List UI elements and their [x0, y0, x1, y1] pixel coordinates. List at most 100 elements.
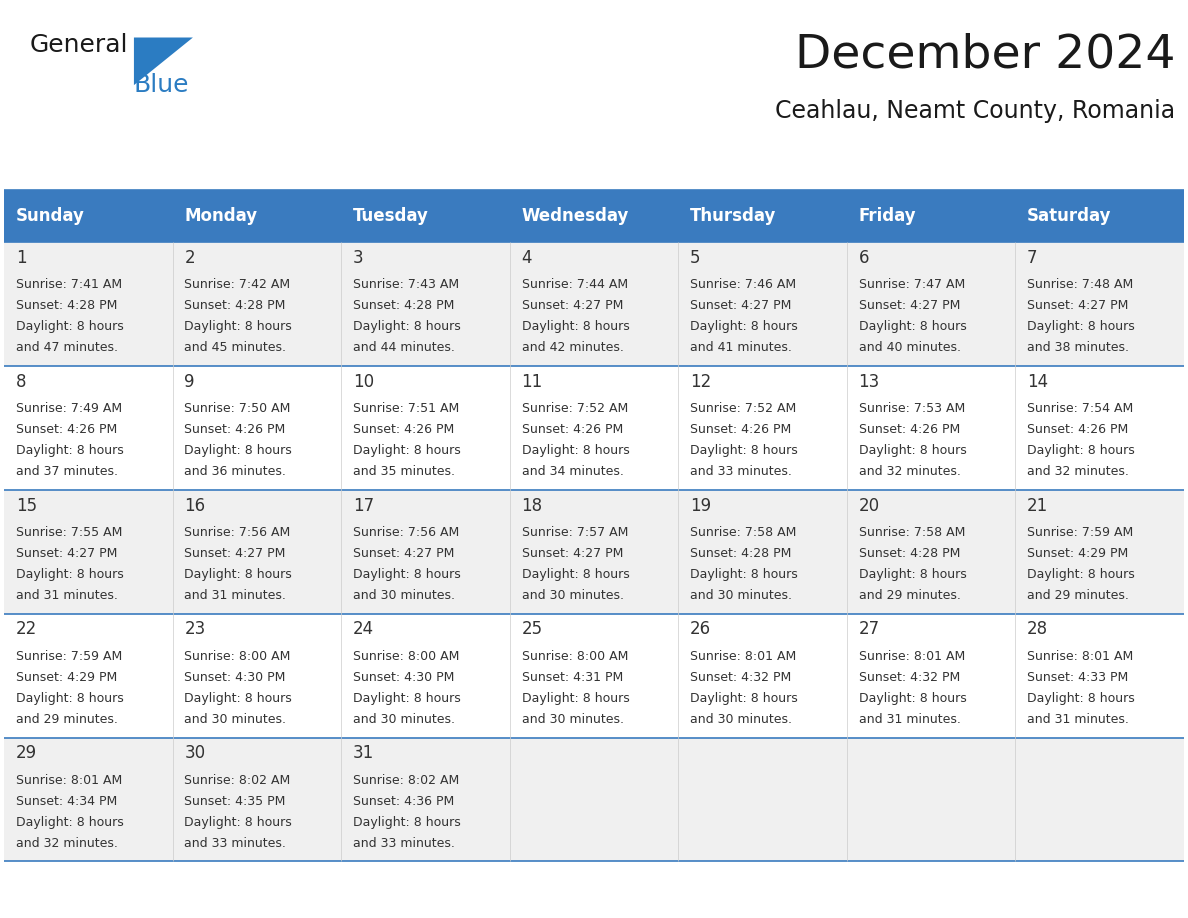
Text: Daylight: 8 hours: Daylight: 8 hours — [184, 816, 292, 829]
Text: Daylight: 8 hours: Daylight: 8 hours — [1028, 692, 1135, 705]
Text: 17: 17 — [353, 497, 374, 515]
Text: Sunset: 4:35 PM: Sunset: 4:35 PM — [184, 795, 286, 808]
Bar — [5, 242, 1183, 366]
Text: 7: 7 — [1028, 249, 1037, 267]
Text: 24: 24 — [353, 621, 374, 638]
Text: 28: 28 — [1028, 621, 1048, 638]
Bar — [5, 614, 1183, 738]
Text: Sunrise: 7:44 AM: Sunrise: 7:44 AM — [522, 278, 627, 292]
Text: 25: 25 — [522, 621, 543, 638]
Text: and 31 minutes.: and 31 minutes. — [184, 589, 286, 602]
Text: 2: 2 — [184, 249, 195, 267]
Text: and 35 minutes.: and 35 minutes. — [353, 465, 455, 478]
Text: Sunset: 4:34 PM: Sunset: 4:34 PM — [15, 795, 118, 808]
Text: Sunrise: 7:42 AM: Sunrise: 7:42 AM — [184, 278, 291, 292]
Text: Sunset: 4:28 PM: Sunset: 4:28 PM — [353, 299, 454, 312]
Text: Ceahlau, Neamt County, Romania: Ceahlau, Neamt County, Romania — [776, 99, 1175, 123]
Text: Daylight: 8 hours: Daylight: 8 hours — [353, 692, 461, 705]
Text: Sunday: Sunday — [15, 207, 84, 225]
Text: Sunrise: 7:53 AM: Sunrise: 7:53 AM — [859, 402, 965, 415]
Text: Daylight: 8 hours: Daylight: 8 hours — [859, 692, 966, 705]
Text: Sunset: 4:27 PM: Sunset: 4:27 PM — [522, 547, 623, 560]
Text: Daylight: 8 hours: Daylight: 8 hours — [353, 320, 461, 333]
Text: and 31 minutes.: and 31 minutes. — [1028, 713, 1129, 726]
Text: Sunset: 4:26 PM: Sunset: 4:26 PM — [859, 423, 960, 436]
Text: 31: 31 — [353, 744, 374, 762]
Text: Daylight: 8 hours: Daylight: 8 hours — [1028, 320, 1135, 333]
Polygon shape — [134, 38, 192, 85]
Text: 4: 4 — [522, 249, 532, 267]
Text: and 30 minutes.: and 30 minutes. — [690, 589, 792, 602]
Text: 5: 5 — [690, 249, 701, 267]
Text: 10: 10 — [353, 373, 374, 391]
Text: Daylight: 8 hours: Daylight: 8 hours — [353, 568, 461, 581]
Text: and 47 minutes.: and 47 minutes. — [15, 341, 118, 354]
Text: Sunset: 4:26 PM: Sunset: 4:26 PM — [184, 423, 286, 436]
Text: Sunrise: 7:48 AM: Sunrise: 7:48 AM — [1028, 278, 1133, 292]
Text: and 38 minutes.: and 38 minutes. — [1028, 341, 1129, 354]
Text: 19: 19 — [690, 497, 712, 515]
Text: 13: 13 — [859, 373, 880, 391]
Text: Sunrise: 8:00 AM: Sunrise: 8:00 AM — [184, 650, 291, 663]
Text: Sunset: 4:28 PM: Sunset: 4:28 PM — [184, 299, 286, 312]
Text: Sunset: 4:32 PM: Sunset: 4:32 PM — [690, 671, 791, 684]
Text: Sunset: 4:30 PM: Sunset: 4:30 PM — [353, 671, 454, 684]
Text: Sunrise: 8:00 AM: Sunrise: 8:00 AM — [522, 650, 628, 663]
Text: Daylight: 8 hours: Daylight: 8 hours — [184, 568, 292, 581]
Text: and 30 minutes.: and 30 minutes. — [522, 713, 624, 726]
Text: Sunset: 4:28 PM: Sunset: 4:28 PM — [690, 547, 791, 560]
Text: Sunset: 4:29 PM: Sunset: 4:29 PM — [1028, 547, 1129, 560]
Text: Daylight: 8 hours: Daylight: 8 hours — [690, 444, 798, 457]
Text: Sunrise: 7:51 AM: Sunrise: 7:51 AM — [353, 402, 460, 415]
Text: Sunset: 4:27 PM: Sunset: 4:27 PM — [1028, 299, 1129, 312]
Text: and 44 minutes.: and 44 minutes. — [353, 341, 455, 354]
Text: Daylight: 8 hours: Daylight: 8 hours — [1028, 444, 1135, 457]
Text: and 29 minutes.: and 29 minutes. — [859, 589, 960, 602]
Text: 29: 29 — [15, 744, 37, 762]
Text: Sunset: 4:29 PM: Sunset: 4:29 PM — [15, 671, 118, 684]
Text: 16: 16 — [184, 497, 206, 515]
Text: Sunrise: 7:58 AM: Sunrise: 7:58 AM — [859, 526, 965, 539]
Text: Sunset: 4:27 PM: Sunset: 4:27 PM — [184, 547, 286, 560]
Text: Sunrise: 7:59 AM: Sunrise: 7:59 AM — [15, 650, 122, 663]
Text: Daylight: 8 hours: Daylight: 8 hours — [859, 320, 966, 333]
Text: Saturday: Saturday — [1028, 207, 1112, 225]
Text: Daylight: 8 hours: Daylight: 8 hours — [184, 320, 292, 333]
Bar — [5, 738, 1183, 861]
Text: 30: 30 — [184, 744, 206, 762]
Text: Sunset: 4:26 PM: Sunset: 4:26 PM — [1028, 423, 1129, 436]
Text: 9: 9 — [184, 373, 195, 391]
Text: Daylight: 8 hours: Daylight: 8 hours — [353, 816, 461, 829]
Text: Sunrise: 7:57 AM: Sunrise: 7:57 AM — [522, 526, 628, 539]
Text: Daylight: 8 hours: Daylight: 8 hours — [522, 692, 630, 705]
Text: and 30 minutes.: and 30 minutes. — [184, 713, 286, 726]
Text: Sunrise: 7:56 AM: Sunrise: 7:56 AM — [353, 526, 460, 539]
Text: Sunset: 4:30 PM: Sunset: 4:30 PM — [184, 671, 286, 684]
Text: and 30 minutes.: and 30 minutes. — [353, 713, 455, 726]
Text: and 31 minutes.: and 31 minutes. — [859, 713, 960, 726]
Text: Sunrise: 8:01 AM: Sunrise: 8:01 AM — [1028, 650, 1133, 663]
Text: Daylight: 8 hours: Daylight: 8 hours — [353, 444, 461, 457]
Text: Sunrise: 7:43 AM: Sunrise: 7:43 AM — [353, 278, 459, 292]
Text: Sunset: 4:31 PM: Sunset: 4:31 PM — [522, 671, 623, 684]
Text: Sunset: 4:26 PM: Sunset: 4:26 PM — [522, 423, 623, 436]
Text: Sunset: 4:27 PM: Sunset: 4:27 PM — [353, 547, 454, 560]
Bar — [5, 190, 1183, 242]
Text: Daylight: 8 hours: Daylight: 8 hours — [184, 444, 292, 457]
Text: and 30 minutes.: and 30 minutes. — [690, 713, 792, 726]
Text: Daylight: 8 hours: Daylight: 8 hours — [15, 320, 124, 333]
Text: Sunset: 4:26 PM: Sunset: 4:26 PM — [353, 423, 454, 436]
Text: General: General — [30, 33, 128, 57]
Text: Daylight: 8 hours: Daylight: 8 hours — [15, 568, 124, 581]
Text: and 29 minutes.: and 29 minutes. — [15, 713, 118, 726]
Text: and 31 minutes.: and 31 minutes. — [15, 589, 118, 602]
Text: Sunset: 4:28 PM: Sunset: 4:28 PM — [859, 547, 960, 560]
Text: Sunrise: 7:47 AM: Sunrise: 7:47 AM — [859, 278, 965, 292]
Text: Friday: Friday — [859, 207, 916, 225]
Text: Daylight: 8 hours: Daylight: 8 hours — [859, 568, 966, 581]
Text: and 30 minutes.: and 30 minutes. — [353, 589, 455, 602]
Text: Sunrise: 7:49 AM: Sunrise: 7:49 AM — [15, 402, 122, 415]
Text: Daylight: 8 hours: Daylight: 8 hours — [15, 444, 124, 457]
Text: and 33 minutes.: and 33 minutes. — [184, 836, 286, 850]
Text: and 42 minutes.: and 42 minutes. — [522, 341, 624, 354]
